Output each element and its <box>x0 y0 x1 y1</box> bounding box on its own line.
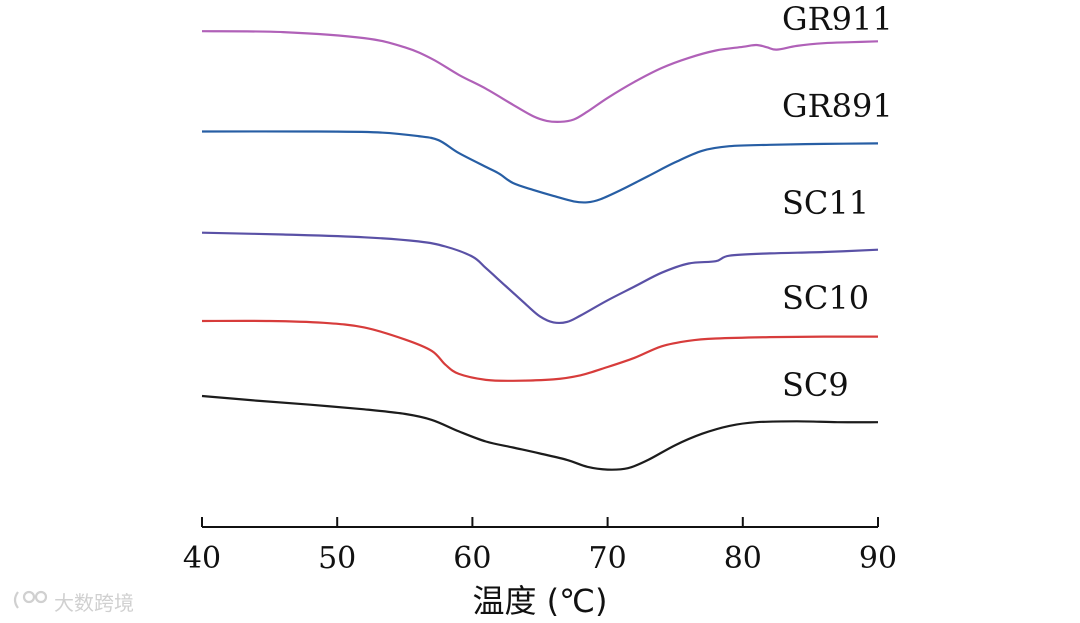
series-label-gr891: GR891 <box>782 87 893 125</box>
series-line-gr911 <box>201 30 879 123</box>
series-label-layer: GR911 GR891 SC11 SC10 SC9 <box>782 0 893 404</box>
series-layer <box>201 30 879 471</box>
x-tick-label-60: 60 <box>453 541 491 576</box>
series-line-sc9 <box>201 394 879 471</box>
series-label-sc9: SC9 <box>782 366 849 404</box>
x-tick-label-80: 80 <box>724 541 762 576</box>
x-tick-label-40: 40 <box>183 541 221 576</box>
watermark-text: 大数跨境 <box>54 591 134 615</box>
x-axis-title: 温度 (℃) <box>472 582 607 620</box>
series-label-sc11: SC11 <box>782 184 869 222</box>
x-tick-label-50: 50 <box>318 541 356 576</box>
watermark-logo-icon <box>13 590 48 609</box>
watermark: 大数跨境 <box>13 590 134 615</box>
series-line-sc11 <box>201 231 879 325</box>
x-axis: 40 50 60 70 80 90 <box>183 517 897 576</box>
series-label-sc10: SC10 <box>782 279 869 317</box>
x-tick-label-90: 90 <box>859 541 897 576</box>
series-label-gr911: GR911 <box>782 0 893 38</box>
series-line-gr891 <box>201 130 879 204</box>
series-line-sc10 <box>201 319 878 382</box>
x-tick-label-70: 70 <box>589 541 627 576</box>
